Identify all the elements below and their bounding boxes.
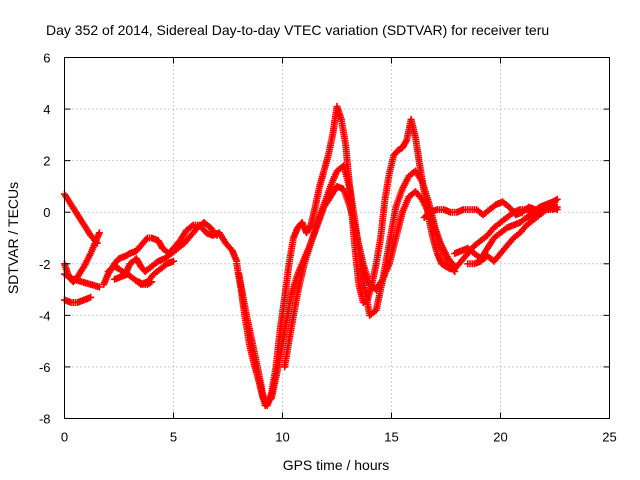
y-tick-label: -4 xyxy=(39,308,51,323)
y-tick-label: -8 xyxy=(39,412,51,427)
y-tick-label: -6 xyxy=(39,360,51,375)
x-axis-label: GPS time / hours xyxy=(283,457,390,473)
x-tick-label: 10 xyxy=(275,430,289,445)
series-track-6 xyxy=(104,219,221,278)
x-tick-label: 20 xyxy=(493,430,507,445)
plus-markers xyxy=(61,293,95,306)
x-tick-label: 5 xyxy=(170,430,177,445)
y-axis-label: SDTVAR / TECUs xyxy=(5,182,21,294)
plot-frame xyxy=(64,57,610,419)
y-tick-label: 2 xyxy=(43,154,50,169)
plus-markers xyxy=(104,219,221,278)
plus-markers xyxy=(464,203,561,268)
series-track-8 xyxy=(135,278,156,288)
y-tick-label: 0 xyxy=(43,205,50,220)
series-track-4 xyxy=(61,293,95,306)
x-tick-label: 25 xyxy=(602,430,616,445)
x-tick-label: 0 xyxy=(61,430,68,445)
series-track-9 xyxy=(233,103,459,410)
plus-markers xyxy=(135,278,156,288)
series-track-11 xyxy=(281,182,459,371)
y-tick-label: 4 xyxy=(43,102,50,117)
y-tick-label: 6 xyxy=(43,51,50,66)
x-tick-label: 15 xyxy=(384,430,398,445)
axis-ticks: 0 5 10 15 20 25 -8 -6 -4 -2 0 2 4 6 xyxy=(39,51,617,445)
chart-title: Day 352 of 2014, Sidereal Day-to-day VTE… xyxy=(46,22,549,38)
data-points xyxy=(61,103,561,410)
series-track-15 xyxy=(464,203,561,268)
plus-markers xyxy=(233,103,459,410)
y-tick-label: -2 xyxy=(39,257,51,272)
plus-markers xyxy=(281,182,459,371)
